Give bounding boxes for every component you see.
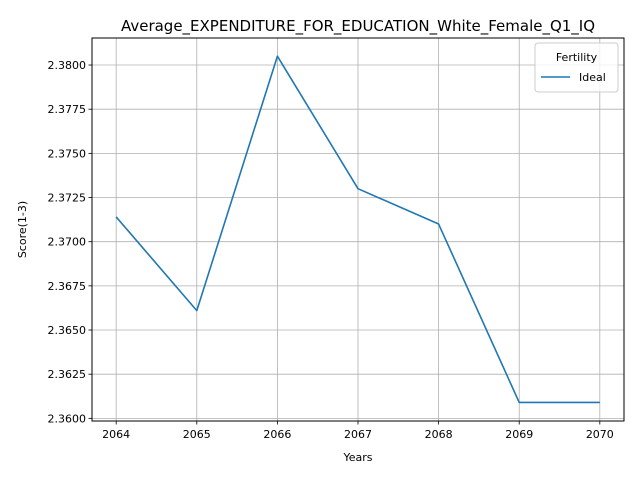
legend-label-ideal: Ideal: [579, 71, 606, 84]
x-axis-ticks: 2064 2065 2066 2067 2068 2069 2070: [102, 421, 614, 441]
y-tick-label: 2.3750: [48, 147, 87, 160]
x-axis-label: Years: [342, 451, 372, 464]
grid-lines: [92, 38, 624, 421]
y-tick-label: 2.3800: [48, 59, 87, 72]
series-line-ideal: [115, 55, 600, 404]
x-tick-label: 2064: [102, 428, 130, 441]
x-tick-label: 2067: [344, 428, 372, 441]
x-tick-label: 2069: [505, 428, 533, 441]
y-tick-label: 2.3650: [48, 324, 87, 337]
y-tick-label: 2.3700: [48, 236, 87, 249]
x-tick-label: 2068: [425, 428, 453, 441]
y-tick-label: 2.3775: [48, 103, 87, 116]
y-tick-label: 2.3675: [48, 280, 87, 293]
x-tick-label: 2066: [263, 428, 291, 441]
legend-title: Fertility: [556, 51, 598, 64]
y-axis-label: Score(1-3): [16, 201, 29, 258]
series-lines: [115, 55, 600, 404]
chart-title: Average_EXPENDITURE_FOR_EDUCATION_White_…: [121, 17, 595, 36]
y-tick-label: 2.3600: [48, 412, 87, 425]
x-tick-label: 2065: [183, 428, 211, 441]
x-tick-label: 2070: [586, 428, 614, 441]
legend: Fertility Ideal: [534, 42, 619, 93]
y-axis-ticks: 2.3600 2.3625 2.3650 2.3675 2.3700 2.3725 2.37…: [48, 59, 92, 425]
y-tick-label: 2.3625: [48, 368, 87, 381]
legend-box: [534, 42, 619, 93]
y-tick-label: 2.3725: [48, 192, 87, 205]
